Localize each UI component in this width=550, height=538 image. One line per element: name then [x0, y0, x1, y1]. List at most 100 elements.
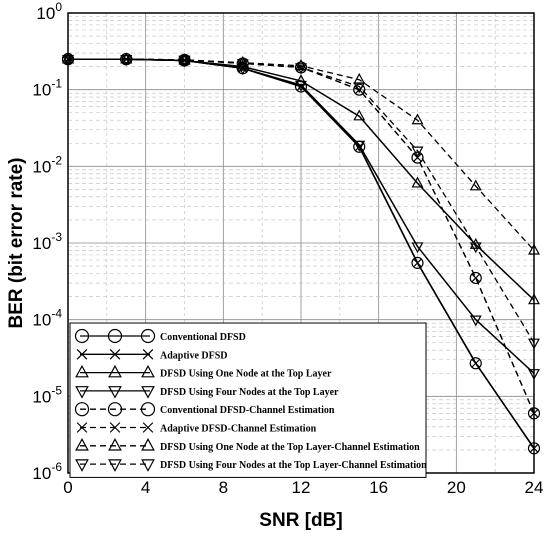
- legend-marker: [75, 386, 89, 399]
- legend-label: Conventional DFSD-Channel Estimation: [160, 405, 335, 416]
- x-tick-label: 16: [369, 478, 388, 497]
- legend-label: DFSD Using One Node at the Top Layer-Cha…: [160, 442, 420, 453]
- data-point: [411, 242, 424, 254]
- legend-marker: [108, 438, 122, 451]
- legend-marker: [74, 402, 90, 417]
- y-tick-base: 10: [32, 311, 51, 330]
- y-tick-exponent: -1: [51, 77, 62, 91]
- data-point: [295, 63, 307, 75]
- data-point: [411, 176, 424, 188]
- series-line-7: [68, 58, 535, 251]
- y-tick-exponent: -3: [51, 230, 62, 244]
- data-point: [411, 151, 424, 164]
- y-tick-exponent: -2: [51, 153, 62, 167]
- data-point: [353, 109, 366, 121]
- data-point: [353, 83, 366, 96]
- series-markers-8: [62, 54, 540, 350]
- y-tick-label: 10-6: [32, 460, 62, 483]
- data-point: [296, 81, 306, 92]
- legend-marker: [141, 459, 155, 472]
- y-tick-exponent: -4: [51, 307, 62, 321]
- data-point: [353, 140, 366, 152]
- x-tick-label: 4: [141, 478, 150, 497]
- series-markers: [61, 52, 541, 455]
- legend-marker: [141, 438, 155, 451]
- legend-label: Conventional DFSD: [160, 332, 246, 343]
- legend-marker: [75, 364, 89, 378]
- y-tick-label: 10-1: [32, 77, 62, 100]
- x-tick-label: 24: [525, 478, 544, 497]
- y-tick-base: 10: [32, 464, 51, 483]
- legend-marker: [107, 402, 123, 417]
- legend-marker: [76, 349, 88, 360]
- legend-marker: [140, 328, 156, 344]
- legend-marker: [108, 459, 122, 472]
- legend-marker: [142, 422, 154, 433]
- y-tick-base: 10: [32, 81, 51, 100]
- series-markers-6: [63, 54, 539, 418]
- y-tick-exponent: 0: [55, 0, 62, 14]
- legend-label: DFSD Using Four Nodes at the Top Layer: [160, 387, 339, 398]
- x-tick-labels: 0 4 8 12 16 20 24: [63, 478, 543, 497]
- data-point: [353, 82, 366, 94]
- x-tick-label: 0: [63, 478, 72, 497]
- data-point: [236, 59, 249, 71]
- legend-marker: [75, 438, 89, 451]
- y-tick-base: 10: [32, 387, 51, 406]
- legend-marker: [107, 328, 123, 344]
- y-tick-label: 100: [36, 0, 62, 23]
- y-tick-exponent: -5: [51, 383, 62, 397]
- data-point: [179, 55, 190, 65]
- data-point: [412, 153, 423, 163]
- data-point: [295, 74, 307, 86]
- data-point: [469, 357, 482, 370]
- legend-label: Adaptive DFSD-Channel Estimation: [160, 424, 317, 435]
- data-point: [354, 142, 364, 152]
- data-point: [121, 54, 131, 64]
- data-point: [236, 55, 249, 67]
- x-tick-label: 8: [219, 478, 228, 497]
- data-point: [469, 179, 482, 191]
- legend-label: DFSD Using Four Nodes at the Top Layer-C…: [160, 460, 427, 471]
- legend-marker: [76, 422, 88, 433]
- data-point: [469, 315, 482, 327]
- legend-box: [69, 322, 427, 478]
- y-tick-base: 10: [32, 157, 51, 176]
- y-tick-label: 10-2: [32, 153, 62, 176]
- legend-marker: [109, 349, 121, 360]
- data-point: [178, 55, 191, 67]
- legend-label: Adaptive DFSD: [160, 350, 228, 361]
- legend-marker: [108, 386, 122, 399]
- legend-marker: [142, 349, 154, 360]
- y-tick-exponent: -6: [51, 460, 62, 474]
- x-axis-label: SNR [dB]: [259, 510, 342, 531]
- data-point: [295, 59, 307, 70]
- data-point: [412, 258, 423, 268]
- data-point: [471, 273, 481, 283]
- x-tick-label: 12: [292, 478, 311, 497]
- legend: Conventional DFSD Adaptive DFSD DFSD Using…: [69, 322, 427, 478]
- data-point: [469, 237, 482, 249]
- legend-marker: [141, 386, 155, 399]
- data-point: [469, 242, 482, 254]
- data-point: [120, 54, 133, 66]
- legend-marker: [75, 459, 89, 472]
- data-point: [120, 52, 133, 64]
- data-point: [411, 146, 424, 158]
- data-point: [411, 256, 424, 270]
- data-point: [471, 358, 481, 368]
- y-tick-base: 10: [36, 4, 55, 23]
- x-tick-label: 20: [447, 478, 466, 497]
- y-tick-base: 10: [32, 234, 51, 253]
- data-point: [469, 271, 482, 285]
- y-tick-label: 10-4: [32, 307, 62, 330]
- legend-marker: [140, 402, 156, 417]
- legend-marker: [74, 328, 90, 344]
- y-axis-label: BER (bit error rate): [6, 157, 27, 328]
- y-tick-label: 10-3: [32, 230, 62, 253]
- legend-marker: [141, 364, 155, 378]
- data-point: [236, 64, 249, 76]
- legend-label: DFSD Using One Node at the Top Layer: [160, 369, 332, 380]
